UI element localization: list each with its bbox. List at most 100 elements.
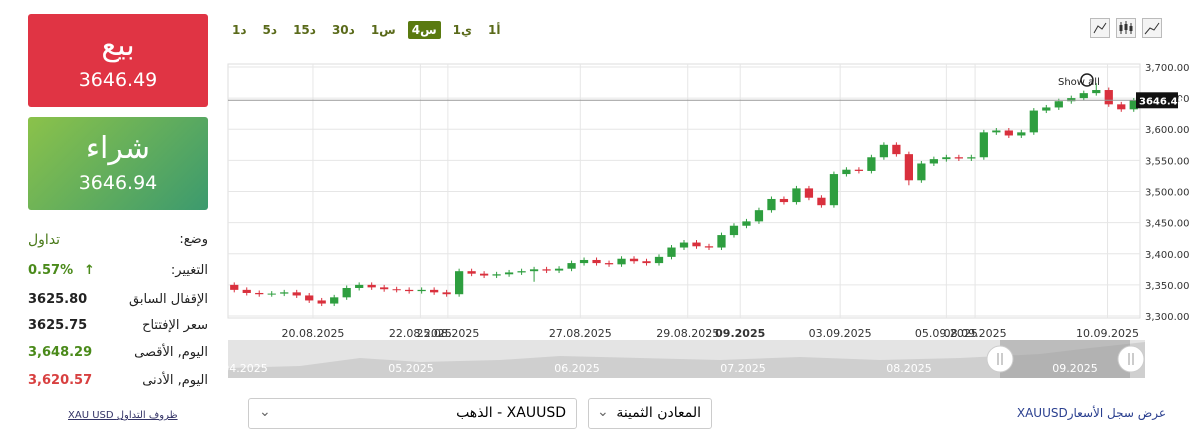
candle-body	[642, 261, 651, 264]
candle-body	[679, 242, 689, 248]
navigator-area	[228, 342, 1145, 378]
candle-body	[1017, 132, 1026, 136]
candle-body	[367, 284, 376, 288]
candle-body	[330, 297, 339, 304]
x-tick-label: 08.09.2025	[944, 327, 1007, 340]
candle-body	[942, 157, 951, 160]
candle-body	[842, 169, 851, 175]
timeframe-button[interactable]: 1ي	[452, 23, 473, 37]
y-tick-label: 3,350.00	[1145, 281, 1190, 292]
stat-label: الإقفال السابق	[129, 292, 208, 307]
sell-price: 3646.49	[78, 69, 158, 91]
candle-body	[442, 292, 451, 295]
symbol-select[interactable]: XAUUSD - الذهب ⌄	[248, 398, 577, 429]
icon-candles[interactable]	[1116, 18, 1136, 38]
chart-type-icons	[1090, 18, 1162, 38]
candle-body	[704, 246, 714, 248]
candle-body	[829, 174, 839, 206]
candle-body	[1029, 110, 1038, 133]
show-all-icon[interactable]	[1080, 73, 1094, 87]
x-tick-label: 27.08.2025	[549, 327, 612, 340]
y-tick-label: 3,450.00	[1145, 219, 1190, 230]
stat-value: 3625.80	[28, 292, 88, 307]
candle-body	[292, 292, 301, 296]
timeframe-button[interactable]: 30د	[331, 23, 355, 37]
timeframe-button[interactable]: 5د	[262, 23, 278, 37]
x-tick-label: 22.08.2025	[389, 327, 452, 340]
sell-label: بيع	[101, 28, 135, 63]
stat-label: اليوم, الأقصى	[134, 345, 208, 360]
candle-body	[979, 132, 988, 158]
stat-value: 3625.75	[28, 318, 88, 333]
candle-body	[917, 163, 926, 181]
buy-button[interactable]: شراء 3646.94	[28, 117, 208, 210]
buy-price: 3646.94	[78, 172, 158, 194]
x-tick-label: 05.09.2025	[915, 327, 978, 340]
timeframe-button[interactable]: 1د	[232, 23, 247, 37]
icon-area[interactable]	[1142, 18, 1162, 38]
navigator-label: 07.2025	[720, 362, 766, 375]
candle-body	[430, 289, 439, 293]
navigator-handle[interactable]	[986, 345, 1014, 373]
navigator-label: 09.2025	[1052, 362, 1098, 375]
candle-body	[1042, 107, 1051, 111]
last-price-tag: 3646.49	[1139, 96, 1185, 107]
candle-body	[1004, 130, 1013, 136]
group-select[interactable]: المعادن الثمينة ⌄	[588, 398, 712, 429]
timeframe-button[interactable]: 1س	[370, 23, 396, 37]
stat-label: اليوم, الأدنى	[142, 373, 208, 388]
candle-body	[567, 263, 576, 269]
candle-body	[1104, 90, 1113, 105]
candle-body	[467, 271, 476, 274]
stat-value: 3,648.29	[28, 345, 93, 360]
timeframe-button[interactable]: 4س	[407, 21, 441, 39]
candle-body	[1129, 100, 1138, 110]
timeframe-button[interactable]: 1أ	[488, 23, 501, 37]
candle-body	[1117, 104, 1126, 110]
candle-body	[1054, 101, 1063, 108]
stat-value: تداول	[28, 232, 61, 248]
buy-label: شراء	[85, 131, 151, 166]
candle-body	[305, 295, 314, 301]
candle-body	[592, 259, 601, 264]
stat-row: 3625.80 الإقفال السابق	[28, 292, 208, 307]
candle-body	[967, 157, 976, 159]
timeframe-button[interactable]: 15د	[293, 23, 316, 37]
candle-body	[892, 144, 901, 155]
show-all-annotation: Show all	[1058, 77, 1100, 88]
stat-label: سعر الإفتتاح	[142, 318, 208, 333]
candle-body	[230, 284, 239, 290]
candle-body	[992, 130, 1001, 133]
arrow-up: ↑	[84, 263, 95, 278]
navigator-selection	[1000, 340, 1130, 378]
chevron: ⌄	[597, 404, 609, 420]
y-tick-label: 3,400.00	[1145, 250, 1190, 261]
chevron: ⌄	[259, 404, 271, 420]
candle-body	[242, 289, 251, 293]
stat-row: 3625.75 سعر الإفتتاح	[28, 318, 208, 333]
candle-body	[1067, 98, 1076, 102]
handle-grip	[997, 353, 1134, 365]
candle-body	[280, 292, 289, 294]
candle-body	[479, 273, 489, 276]
icon-line[interactable]	[1090, 18, 1110, 38]
navigator-handle[interactable]	[1117, 345, 1145, 373]
candle-body	[267, 293, 276, 295]
stat-value: 0.57%	[28, 263, 74, 278]
x-tick-label: 29.08.2025	[656, 327, 719, 340]
candle-body	[629, 258, 639, 262]
stat-label: التغيير:	[170, 263, 208, 278]
stat-row: 3,620.57 اليوم, الأدنى	[28, 373, 208, 388]
candle-body	[255, 292, 264, 295]
candle-body	[554, 268, 564, 271]
candle-body	[504, 272, 514, 275]
trading-conditions-link[interactable]: XAU USD ظروف التداول	[68, 410, 178, 421]
sell-button[interactable]: بيع 3646.49	[28, 14, 208, 107]
history-link[interactable]: XAUUSDعرض سجل الأسعار	[1016, 406, 1166, 420]
candle-body	[754, 210, 764, 222]
symbol-select-text: XAUUSD - الذهب	[456, 405, 566, 421]
candle-body	[579, 259, 589, 264]
candle-body	[492, 274, 501, 276]
candle-body	[954, 157, 963, 159]
candle-body	[854, 169, 864, 171]
